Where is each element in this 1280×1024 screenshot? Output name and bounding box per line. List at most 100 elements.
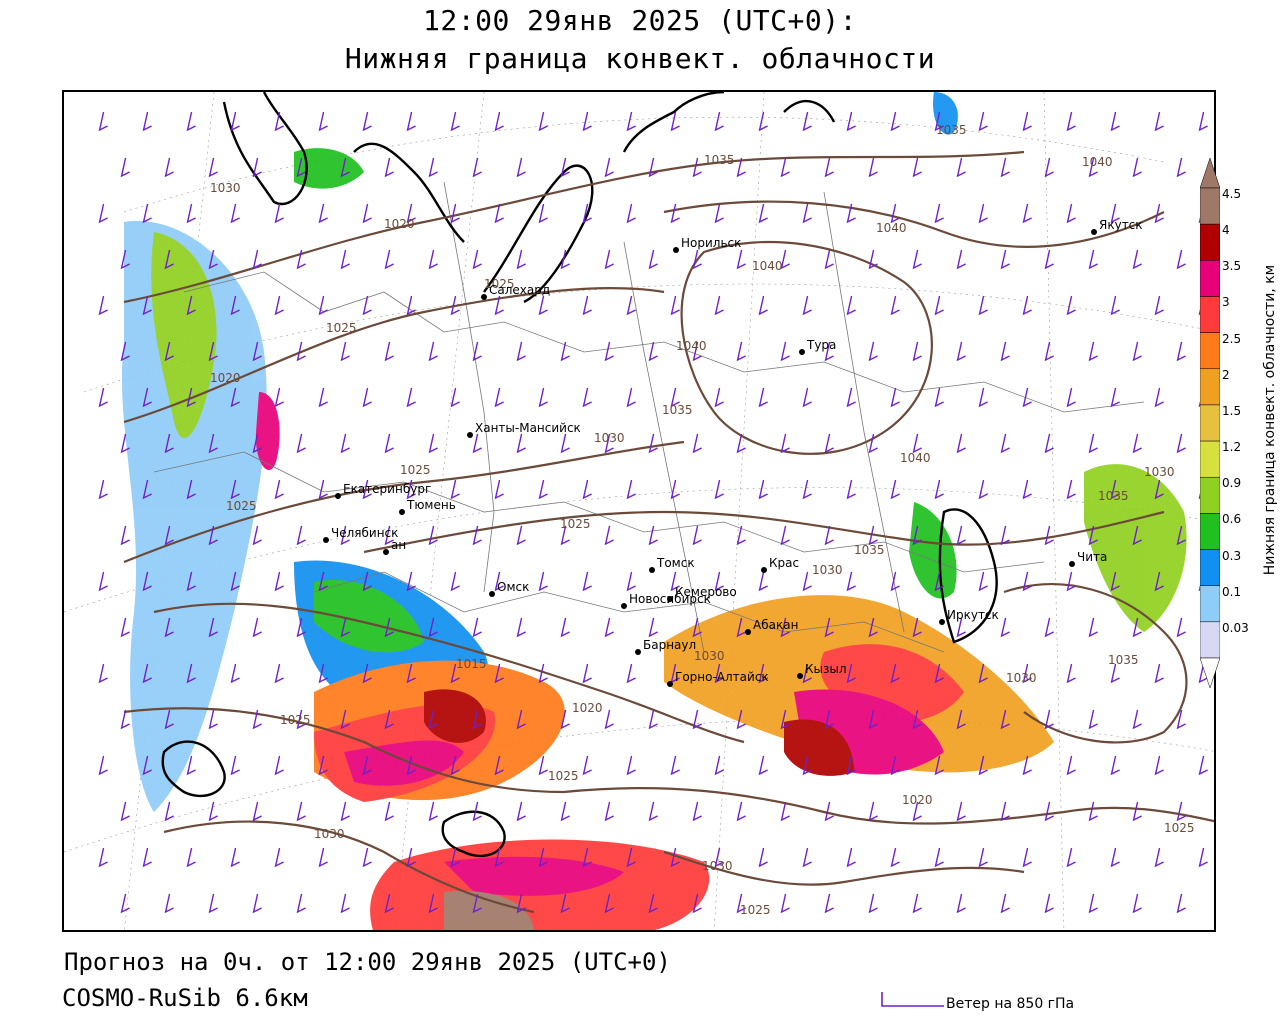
wind-barb [890,755,900,776]
colorbar-tick: 2 [1222,367,1230,382]
wind-barb [1132,617,1142,638]
isobar-label: 1025 [548,769,579,783]
wind-barb [582,295,592,316]
wind-barb [1110,663,1120,684]
cloud-area-south-magenta [444,856,624,896]
wind-barb [692,157,702,178]
isobar-label: 1030 [1006,671,1037,685]
wind-barb [1110,295,1120,316]
wind-barb [406,295,416,316]
wind-barb [692,709,702,730]
wind-barb [538,755,548,776]
wind-barb [912,341,922,362]
wind-barb [494,203,504,224]
city-label: Иркутск [947,608,999,622]
wind-barb [846,571,856,592]
wind-barb [582,755,592,776]
wind-barb [802,387,812,408]
wind-barb [120,893,130,914]
wind-barb [186,295,196,316]
wind-barb [736,617,746,638]
wind-barb [582,387,592,408]
wind-barb [582,847,592,868]
colorbar-tick: 0.9 [1222,476,1242,491]
wind-barb [648,801,658,822]
wind-barb [186,387,196,408]
wind-barb [956,525,966,546]
city-label: Крас [769,556,799,570]
wind-barb [472,617,482,638]
wind-barb [890,847,900,868]
city-label: ан [391,538,406,552]
wind-barb [824,617,834,638]
wind-barb [208,709,218,730]
wind-barb [428,709,438,730]
wind-barb [1176,893,1186,914]
wind-barb [670,203,680,224]
wind-barb [538,571,548,592]
wind-barb [560,801,570,822]
wind-barb [648,341,658,362]
city-8: ан [383,538,406,555]
wind-barb [472,249,482,270]
wind-barb [736,341,746,362]
wind-barb [538,387,548,408]
wind-barb [516,341,526,362]
wind-barb [868,433,878,454]
wind-barb [340,525,350,546]
isobar-label: 1040 [900,451,931,465]
wind-barb [340,157,350,178]
wind-barb [1132,525,1142,546]
wind-barb [450,295,460,316]
isobar-label: 1025 [740,903,771,917]
wind-barb-icon [881,992,944,1007]
wind-barb [604,249,614,270]
wind-barb [934,571,944,592]
cloud-area-east-green [1084,464,1187,632]
wind-barb [296,617,306,638]
wind-barb [692,801,702,822]
wind-barb [164,249,174,270]
wind-barb [934,479,944,500]
wind-barb [692,893,702,914]
wind-barb [1066,479,1076,500]
wind-barb [780,525,790,546]
city-label: Якутск [1099,218,1143,232]
wind-barb [362,847,372,868]
wind-barb [912,525,922,546]
wind-barb [978,111,988,132]
wind-barb [978,203,988,224]
city-dot [649,567,655,573]
wind-barb [538,663,548,684]
wind-barb [560,341,570,362]
wind-barb [1000,617,1010,638]
wind-barb [450,571,460,592]
city-label: Кемерово [675,585,737,599]
wind-barb [736,433,746,454]
wind-barb [1154,479,1164,500]
isobar-label: 1030 [702,859,733,873]
wind-barb [1000,341,1010,362]
wind-barb [142,571,152,592]
city-label: Ханты-Мансийск [475,421,581,435]
wind-barb [1132,341,1142,362]
wind-barb [1000,893,1010,914]
wind-barb [230,295,240,316]
wind-barb [340,433,350,454]
wind-barb [978,295,988,316]
wind-barb [582,111,592,132]
wind-barb [208,341,218,362]
wind-barb [978,387,988,408]
wind-barb [868,893,878,914]
wind-barb [824,709,834,730]
wind-barb [758,847,768,868]
colorbar-bottom-arrow [1200,657,1220,688]
wind-barb [1110,203,1120,224]
wind-barb [802,203,812,224]
wind-barb [494,387,504,408]
wind-barb [648,709,658,730]
wind-barb [164,709,174,730]
wind-barb [714,111,724,132]
wind-barb [802,847,812,868]
isobar-label: 1035 [662,403,693,417]
